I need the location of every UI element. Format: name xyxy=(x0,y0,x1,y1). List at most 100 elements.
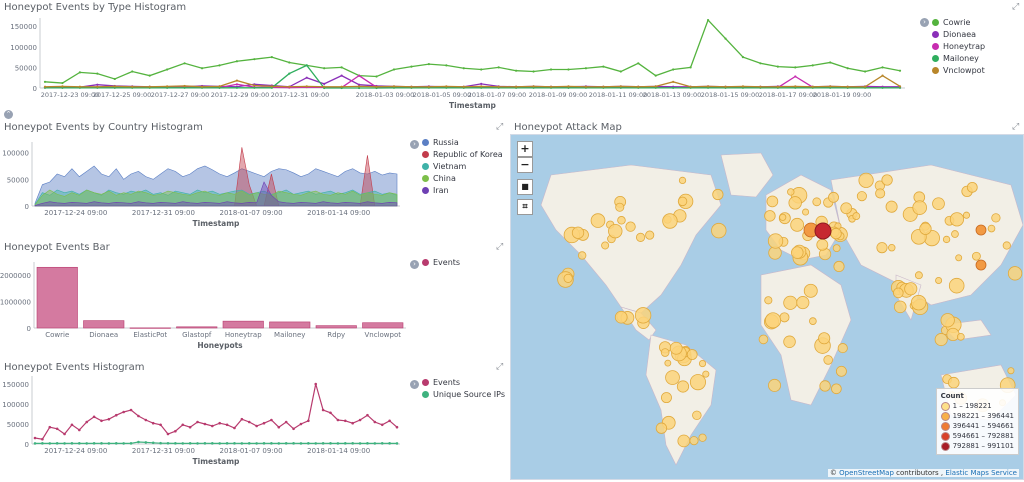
data-point xyxy=(174,429,177,433)
expand-icon[interactable]: ⤢ xyxy=(1012,122,1020,132)
data-point xyxy=(637,62,640,65)
map-marker xyxy=(712,188,724,201)
data-point xyxy=(148,74,151,77)
data-point xyxy=(351,442,354,445)
data-point xyxy=(305,76,308,79)
map-marker xyxy=(662,213,678,229)
data-point xyxy=(340,74,343,77)
map-canvas[interactable] xyxy=(511,135,1023,479)
legend-toggle-icon[interactable]: › xyxy=(410,140,419,149)
x-tick-label: 2017-12-31 09:00 xyxy=(132,447,195,455)
x-tick-label: 2018-01-05 09:00 xyxy=(413,91,472,99)
attack-map[interactable]: + − ■ ⌗ Count 1 – 198221 198221 – 396441 3… xyxy=(510,134,1024,480)
expand-icon[interactable]: ⤢ xyxy=(1012,2,1020,12)
legend-item[interactable]: Vietnam xyxy=(422,160,503,172)
data-point xyxy=(515,69,518,72)
legend-label: Vnclowpot xyxy=(943,65,985,75)
data-point xyxy=(380,423,384,427)
data-point xyxy=(351,421,354,425)
legend-item[interactable]: Russia xyxy=(422,136,503,148)
data-point xyxy=(637,85,640,88)
draw-rectangle-icon[interactable]: ■ xyxy=(517,179,533,195)
map-marker xyxy=(833,260,845,273)
series-line xyxy=(34,441,398,445)
map-marker xyxy=(702,370,710,378)
expand-icon[interactable]: ⤢ xyxy=(496,362,504,372)
map-marker xyxy=(686,349,698,360)
map-marker xyxy=(946,327,960,342)
data-point xyxy=(151,421,155,425)
zoom-out-button[interactable]: − xyxy=(517,157,533,173)
legend-item[interactable]: Honeytrap xyxy=(932,40,985,52)
data-point xyxy=(166,432,170,436)
x-tick-label: 2017-12-25 09:00 xyxy=(93,91,152,99)
data-point xyxy=(759,85,762,88)
data-point xyxy=(480,68,483,71)
legend-item[interactable]: Events xyxy=(422,376,505,388)
data-point xyxy=(183,84,186,88)
legend-item[interactable]: Dionaea xyxy=(932,28,985,40)
map-marker xyxy=(590,213,606,228)
data-point xyxy=(277,442,281,445)
map-marker xyxy=(818,332,831,345)
map-marker-max xyxy=(814,222,832,240)
data-point xyxy=(329,442,332,445)
x-tick-label: 2017-12-27 09:00 xyxy=(151,91,210,99)
legend-item[interactable]: Vnclowpot xyxy=(932,64,985,76)
legend-item[interactable]: Iran xyxy=(422,184,503,196)
legend-item[interactable]: China xyxy=(422,172,503,184)
legend-toggle-icon[interactable]: › xyxy=(410,380,419,389)
ems-link[interactable]: Elastic Maps Service xyxy=(945,469,1017,477)
panel-title: Honeypot Events Histogram xyxy=(4,362,145,373)
map-marker xyxy=(655,422,668,434)
x-tick-label: 2018-01-03 09:00 xyxy=(356,91,415,99)
data-point xyxy=(114,413,118,417)
x-tick-label: Glastopf xyxy=(182,331,212,339)
map-marker xyxy=(904,282,918,296)
data-point xyxy=(122,442,125,445)
map-marker xyxy=(912,200,927,215)
map-marker xyxy=(1007,367,1015,375)
legend-toggle-icon[interactable]: › xyxy=(920,18,929,27)
map-marker xyxy=(698,433,707,442)
map-marker xyxy=(779,312,790,323)
map-marker xyxy=(660,348,670,357)
data-point xyxy=(395,442,399,445)
zoom-in-button[interactable]: + xyxy=(517,141,533,157)
data-point xyxy=(284,442,288,445)
map-marker xyxy=(698,359,707,368)
x-tick-label: 2018-01-09 09:00 xyxy=(529,91,588,99)
data-point xyxy=(388,442,391,445)
panel-title: Honeypot Events by Type Histogram xyxy=(4,2,187,13)
map-marker xyxy=(571,226,585,239)
y-tick-label: 50000 xyxy=(7,176,29,184)
map-marker xyxy=(942,235,951,244)
map-marker xyxy=(972,251,981,261)
data-point xyxy=(410,85,413,88)
legend-item[interactable]: Events xyxy=(422,256,460,268)
legend-item[interactable]: Mailoney xyxy=(932,52,985,64)
legend-item[interactable]: Republic of Korea xyxy=(422,148,503,160)
legend-item[interactable]: Cowrie xyxy=(932,16,985,28)
data-point xyxy=(166,68,169,71)
panel-title: Honeypot Events by Country Histogram xyxy=(4,122,203,133)
expand-icon[interactable]: ⤢ xyxy=(496,122,504,132)
data-point xyxy=(166,441,170,445)
data-point xyxy=(270,85,273,88)
fit-bounds-icon[interactable]: ⌗ xyxy=(517,199,533,215)
map-marker xyxy=(809,317,817,325)
data-point xyxy=(78,442,81,445)
data-point xyxy=(366,413,369,417)
map-marker xyxy=(764,210,776,222)
collapse-icon[interactable]: ⌃ xyxy=(4,110,13,119)
data-point xyxy=(288,61,291,64)
osm-link[interactable]: OpenStreetMap xyxy=(839,469,894,477)
legend-toggle-icon[interactable]: › xyxy=(410,260,419,269)
legend-item[interactable]: Unique Source IPs xyxy=(422,388,505,400)
bar xyxy=(315,325,357,329)
data-point xyxy=(114,442,118,445)
expand-icon[interactable]: ⤢ xyxy=(496,242,504,252)
events-bar-chart: 2000000 1000000 0 Honeypots Cowrie Dionaea Ela… xyxy=(0,262,406,350)
data-point xyxy=(323,67,326,70)
data-point xyxy=(131,70,134,73)
